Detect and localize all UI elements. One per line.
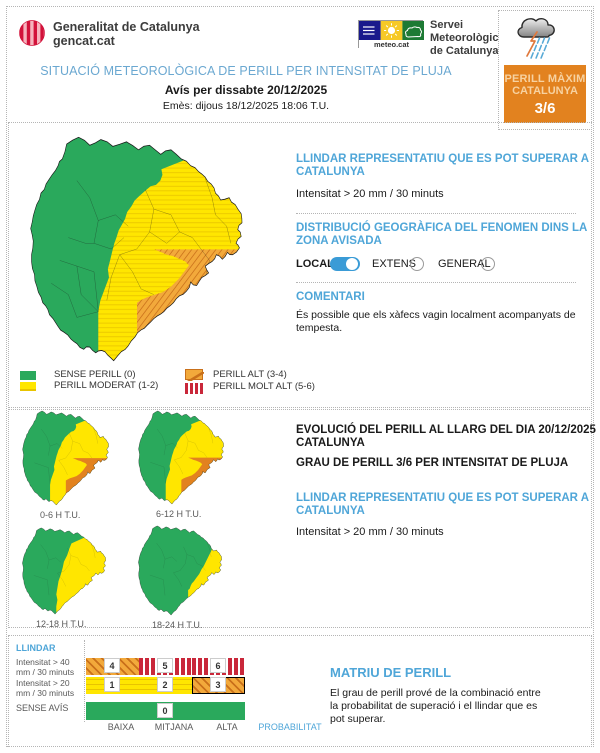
svg-text:meteo.cat: meteo.cat bbox=[374, 40, 410, 49]
